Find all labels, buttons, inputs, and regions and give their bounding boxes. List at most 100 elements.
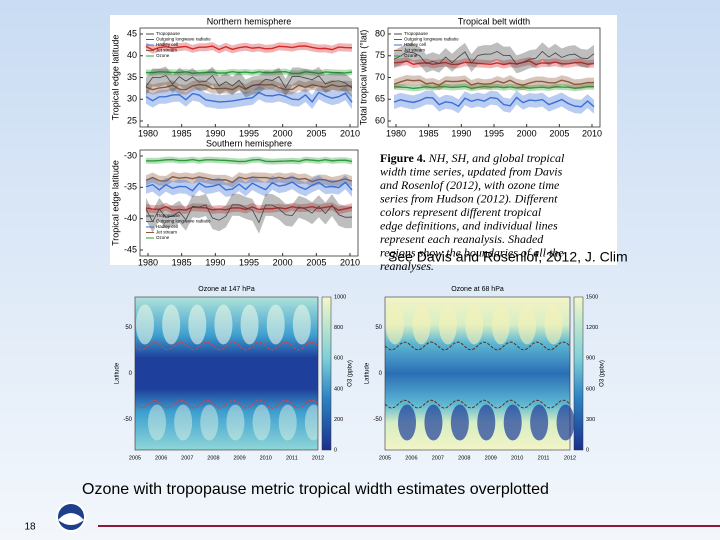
y-tick-label: 45 (127, 28, 137, 38)
series-line (145, 91, 353, 103)
caption-line: and Rosenlof (2012), with ozone time (380, 178, 560, 192)
caption-word: Davis (531, 164, 562, 178)
tropopause-line (134, 341, 319, 351)
panel-title: Tropical belt width (458, 16, 530, 26)
caption-line: edge definitions, and individual lines (380, 218, 558, 232)
caption-word: updated (464, 164, 507, 178)
caption-box (378, 146, 608, 246)
caption-word: lines (532, 218, 558, 232)
y-tick-label: 75 (375, 50, 385, 60)
heatmap-pattern (214, 304, 233, 345)
y-axis-label: Tropical edge latitude (110, 160, 120, 246)
x-tick-label: 2009 (485, 455, 497, 461)
caption-word: from (408, 191, 434, 205)
series-line (393, 79, 595, 87)
heatmap-pattern (240, 304, 259, 345)
caption-line: regions show the boundaries of all the (380, 245, 564, 259)
heatmap-pattern (252, 404, 271, 441)
heatmap-pattern (544, 304, 563, 345)
caption-word: tropical (501, 205, 542, 219)
x-tick-label: 1990 (205, 128, 225, 138)
y-tick-label: -35 (124, 182, 137, 192)
heatmap-pattern (292, 304, 311, 345)
caption-word: different (457, 205, 501, 219)
caption-line: represent each reanalysis. Shaded (380, 232, 544, 246)
series-line (145, 74, 353, 89)
heatmap-frame (384, 296, 571, 451)
x-tick-label: 1980 (386, 128, 406, 138)
y-axis-label: Total tropical width (°lat) (358, 30, 368, 126)
heatmap-pattern (465, 304, 484, 345)
series-line (145, 181, 353, 192)
uncertainty-band (146, 193, 352, 234)
x-tick-label: 1990 (451, 128, 471, 138)
tropopause-line (384, 399, 571, 409)
x-tick-label: 2000 (517, 128, 537, 138)
legend-label: Hadley cell (156, 42, 178, 47)
caption: Ozone with tropopause metric tropical wi… (82, 481, 549, 498)
caption-word: tropical (524, 151, 565, 165)
uncertainty-band (394, 56, 594, 69)
x-tick-label: 2005 (129, 455, 141, 461)
heatmap-pattern (530, 404, 549, 441)
caption-word: Rosenlof (398, 178, 445, 192)
y-tick-label: 50 (375, 325, 382, 331)
heatmap-pattern (503, 404, 522, 441)
x-tick-label: 2000 (273, 257, 293, 267)
colorbar-tick-label: 1200 (586, 325, 598, 331)
x-tick-label: 2007 (181, 455, 193, 461)
x-tick-label: 1990 (205, 257, 225, 267)
x-tick-label: 2005 (306, 257, 326, 267)
legend-label: Outgoing longwave radiatio (156, 219, 211, 224)
uncertainty-band (146, 66, 352, 98)
caption-word: with (481, 178, 505, 192)
colorbar-label: O3 (ppbv) (348, 360, 354, 387)
y-tick-label: 40 (127, 50, 137, 60)
heatmap-frame (134, 296, 319, 451)
tropopause-line (134, 399, 319, 409)
caption-word: Different (512, 191, 559, 205)
y-tick-label: -45 (124, 244, 137, 254)
colorbar-tick-label: 0 (334, 447, 337, 453)
caption-word: show (416, 245, 444, 259)
uncertainty-band (394, 90, 594, 114)
colorbar-tick-label: 200 (334, 417, 343, 423)
x-tick-label: 2008 (207, 455, 219, 461)
colorbar-tick-label: 800 (334, 325, 343, 331)
heatmap-pattern (450, 404, 469, 441)
heatmap-pattern (424, 404, 443, 441)
x-tick-label: 2010 (340, 257, 360, 267)
caption-word: regions (380, 245, 416, 259)
caption-word: represent (380, 232, 425, 246)
x-tick-label: 2011 (286, 455, 298, 461)
heatmap-pattern (398, 404, 416, 441)
caption-word: and (469, 151, 491, 165)
caption-word: Hudson (433, 191, 473, 205)
heatmap-pattern (174, 404, 193, 441)
series-line (393, 96, 595, 108)
noaa-logo-gull (58, 513, 84, 525)
heatmap-pattern (148, 404, 166, 441)
x-tick-label: 2010 (582, 128, 602, 138)
y-tick-label: 65 (375, 94, 385, 104)
y-axis-label: Latitude (365, 362, 371, 384)
caption-line: reanalyses. (380, 259, 434, 273)
x-tick-label: 2011 (538, 455, 550, 461)
y-tick-label: 50 (125, 325, 132, 331)
caption-word: and (459, 218, 481, 232)
x-tick-label: 2012 (312, 455, 324, 461)
legend-label: Ozone (156, 235, 170, 240)
y-tick-label: 60 (375, 115, 385, 125)
colorbar-tick-label: 1000 (334, 294, 346, 300)
y-tick-label: -30 (124, 150, 137, 160)
x-tick-label: 2006 (155, 455, 167, 461)
x-tick-label: 1985 (172, 128, 192, 138)
heatmap-title: Ozone at 147 hPa (198, 286, 255, 293)
legend-label: Jet stream (156, 48, 177, 53)
series-line (145, 205, 353, 211)
x-tick-label: 1980 (138, 257, 158, 267)
caption-word: NH, (426, 151, 449, 165)
heatmap-pattern (386, 304, 404, 345)
colorbar-tick-label: 900 (586, 356, 595, 362)
